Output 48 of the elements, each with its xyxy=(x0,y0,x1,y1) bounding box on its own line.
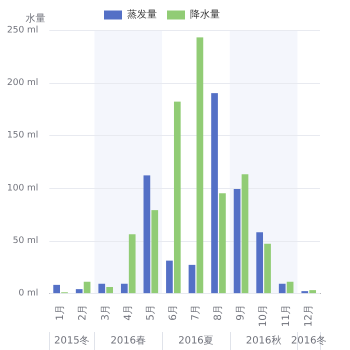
y-tick-label: 100 ml xyxy=(6,183,38,194)
bar xyxy=(242,174,248,294)
bar xyxy=(211,93,218,294)
bar xyxy=(151,210,158,294)
bar xyxy=(120,284,128,294)
bar xyxy=(144,175,150,294)
bar xyxy=(234,189,240,294)
x-tick-label: 4月 xyxy=(122,304,134,321)
x-tick-label: 10月 xyxy=(258,304,270,328)
bar xyxy=(309,290,316,294)
bar xyxy=(278,284,286,294)
x-tick-label: 6月 xyxy=(168,304,179,321)
bar xyxy=(174,102,181,294)
text: 2016春 xyxy=(110,336,146,347)
y-tick-label: 0 ml xyxy=(18,288,38,299)
bar xyxy=(256,232,264,294)
y-tick-label: 50 ml xyxy=(12,236,38,246)
x-tick-label: 11月 xyxy=(280,304,292,328)
bar xyxy=(53,284,60,294)
bar xyxy=(76,289,83,294)
text: 2015冬 xyxy=(54,334,90,347)
bar xyxy=(98,284,106,294)
legend-label: 蒸发量 xyxy=(127,8,157,21)
bar xyxy=(188,264,196,294)
x-tick-label: 5月 xyxy=(145,304,156,321)
y-axis-title: 水量 xyxy=(25,12,46,25)
bar xyxy=(106,286,114,294)
text: 2016秋 xyxy=(246,334,282,347)
legend-label: 降水量 xyxy=(190,8,220,21)
x-tick-label: 8月 xyxy=(213,304,224,321)
x-tick-label: 7月 xyxy=(190,304,202,321)
x-tick-label: 9月 xyxy=(236,304,247,321)
text: 2016冬 xyxy=(290,334,326,347)
y-tick-label: 250 ml xyxy=(6,25,38,36)
x-tick-label: 1月 xyxy=(55,304,66,321)
y-tick-label: 200 ml xyxy=(6,78,38,88)
x-tick-label: 3月 xyxy=(100,304,112,321)
bar xyxy=(264,244,271,294)
bar xyxy=(286,282,294,294)
bar xyxy=(196,37,204,294)
x-tick-label: 12月 xyxy=(303,304,314,328)
text: 2016夏 xyxy=(178,336,214,347)
bar xyxy=(128,234,136,294)
bar xyxy=(166,260,173,294)
y-tick-label: 150 ml xyxy=(6,130,38,141)
bar xyxy=(219,193,226,294)
bar xyxy=(84,282,90,294)
x-tick-label: 2月 xyxy=(78,304,89,321)
